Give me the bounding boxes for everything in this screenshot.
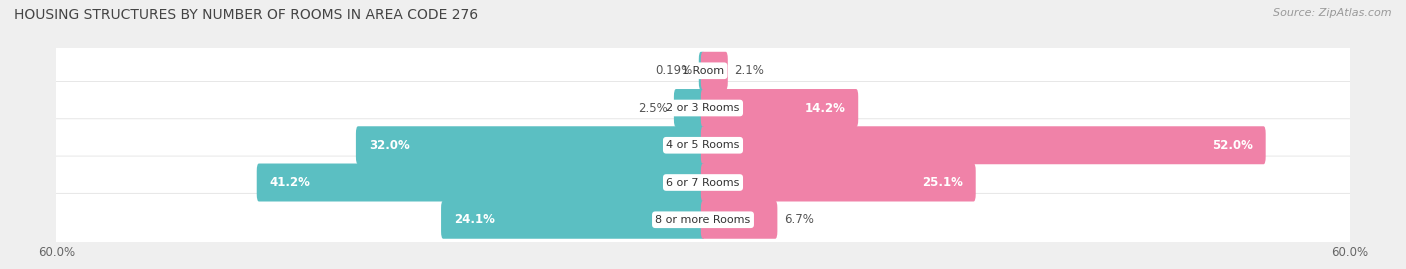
- Text: 2.1%: 2.1%: [734, 64, 763, 77]
- FancyBboxPatch shape: [52, 156, 1354, 209]
- Text: 14.2%: 14.2%: [804, 101, 845, 115]
- Text: 8 or more Rooms: 8 or more Rooms: [655, 215, 751, 225]
- Text: 32.0%: 32.0%: [368, 139, 409, 152]
- FancyBboxPatch shape: [356, 126, 706, 164]
- Text: 24.1%: 24.1%: [454, 213, 495, 226]
- FancyBboxPatch shape: [700, 126, 1265, 164]
- FancyBboxPatch shape: [52, 82, 1354, 134]
- Text: 6.7%: 6.7%: [785, 213, 814, 226]
- Text: 25.1%: 25.1%: [922, 176, 963, 189]
- FancyBboxPatch shape: [700, 52, 728, 90]
- Text: Source: ZipAtlas.com: Source: ZipAtlas.com: [1274, 8, 1392, 18]
- Text: 41.2%: 41.2%: [270, 176, 311, 189]
- FancyBboxPatch shape: [699, 52, 706, 90]
- Text: 6 or 7 Rooms: 6 or 7 Rooms: [666, 178, 740, 187]
- Text: 1 Room: 1 Room: [682, 66, 724, 76]
- FancyBboxPatch shape: [673, 89, 706, 127]
- FancyBboxPatch shape: [52, 119, 1354, 172]
- Text: 2 or 3 Rooms: 2 or 3 Rooms: [666, 103, 740, 113]
- FancyBboxPatch shape: [52, 44, 1354, 97]
- FancyBboxPatch shape: [700, 89, 858, 127]
- FancyBboxPatch shape: [700, 164, 976, 201]
- Text: 2.5%: 2.5%: [638, 101, 668, 115]
- FancyBboxPatch shape: [52, 193, 1354, 246]
- Text: 52.0%: 52.0%: [1212, 139, 1253, 152]
- Text: 0.19%: 0.19%: [655, 64, 692, 77]
- Text: 4 or 5 Rooms: 4 or 5 Rooms: [666, 140, 740, 150]
- FancyBboxPatch shape: [441, 201, 706, 239]
- FancyBboxPatch shape: [700, 201, 778, 239]
- FancyBboxPatch shape: [257, 164, 706, 201]
- Text: HOUSING STRUCTURES BY NUMBER OF ROOMS IN AREA CODE 276: HOUSING STRUCTURES BY NUMBER OF ROOMS IN…: [14, 8, 478, 22]
